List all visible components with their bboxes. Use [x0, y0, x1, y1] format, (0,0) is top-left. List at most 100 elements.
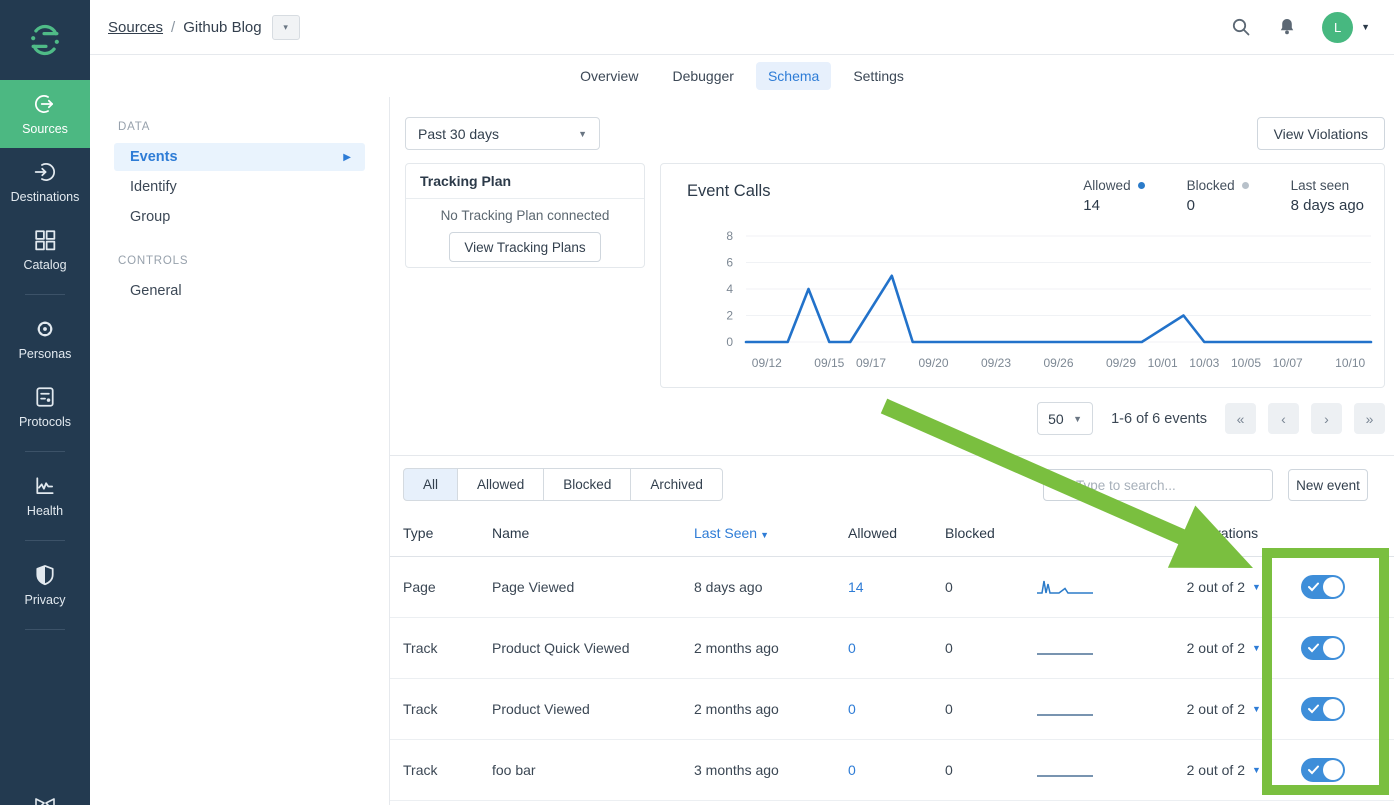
- table-row-page-viewed[interactable]: Page Page Viewed 8 days ago 14 0 2 out o…: [390, 556, 1394, 618]
- svg-text:0: 0: [726, 335, 733, 349]
- cell-integrations[interactable]: 2 out of 2: [1186, 700, 1245, 717]
- content-area: DATA Events ▶ Identify Group CONTROLS Ge…: [90, 97, 1394, 805]
- integrations-caret-icon[interactable]: ▼: [1252, 703, 1261, 714]
- tab-debugger[interactable]: Debugger: [672, 68, 734, 84]
- segment-logo[interactable]: [0, 0, 90, 80]
- filter-tab-all[interactable]: All: [403, 468, 459, 501]
- sidebar-item-protocols[interactable]: Protocols: [0, 373, 90, 441]
- cell-blocked: 0: [945, 639, 953, 656]
- legend-blocked: Blocked 0: [1187, 178, 1249, 214]
- column-integrations[interactable]: Integrations: [1185, 525, 1259, 541]
- new-event-button[interactable]: New event: [1288, 469, 1368, 501]
- filter-tab-allowed[interactable]: Allowed: [457, 468, 545, 501]
- destinations-icon: [34, 162, 55, 182]
- cell-name[interactable]: Product Viewed: [492, 700, 590, 717]
- svg-text:10/07: 10/07: [1273, 356, 1303, 370]
- page-size-select[interactable]: 50 ▼: [1037, 402, 1094, 435]
- subnav-item-events[interactable]: Events ▶: [114, 143, 365, 171]
- protocols-icon: [36, 387, 54, 407]
- prev-page-button[interactable]: ‹: [1268, 403, 1299, 434]
- cell-allowed-link[interactable]: 0: [848, 761, 856, 778]
- svg-text:09/20: 09/20: [918, 356, 948, 370]
- cell-name[interactable]: Product Quick Viewed: [492, 639, 630, 656]
- sidebar-item-personas[interactable]: Personas: [0, 305, 90, 373]
- column-name[interactable]: Name: [492, 525, 530, 541]
- segment-logo-icon: [31, 24, 59, 56]
- user-menu[interactable]: L ▼: [1322, 11, 1370, 43]
- sidebar: Sources Destinations Catalog: [0, 0, 90, 805]
- integrations-caret-icon[interactable]: ▼: [1252, 764, 1261, 775]
- partial-bottom-icon: [35, 798, 55, 805]
- event-toggle-switch[interactable]: [1301, 696, 1345, 721]
- sidebar-item-health[interactable]: Health: [0, 462, 90, 530]
- tab-overview[interactable]: Overview: [580, 68, 639, 84]
- sidebar-item-catalog[interactable]: Catalog: [0, 216, 90, 284]
- filter-tab-blocked[interactable]: Blocked: [543, 468, 632, 501]
- chevron-down-icon: ▼: [1073, 413, 1083, 424]
- filter-tab-archived[interactable]: Archived: [630, 468, 723, 501]
- event-toggle-switch[interactable]: [1301, 635, 1345, 660]
- sidebar-item-sources[interactable]: Sources: [0, 80, 90, 148]
- table-row-foo-bar[interactable]: Track foo bar 3 months ago 0 0 2 out of …: [390, 739, 1394, 801]
- section-divider: [390, 455, 1394, 456]
- cell-allowed-link[interactable]: 14: [848, 578, 864, 595]
- breadcrumb-sources-link[interactable]: Sources: [108, 18, 164, 36]
- page-size-value: 50: [1048, 410, 1064, 427]
- cell-integrations[interactable]: 2 out of 2: [1186, 639, 1245, 656]
- subnav-item-group[interactable]: Group: [130, 209, 171, 225]
- sources-icon: [35, 94, 54, 114]
- sidebar-item-privacy[interactable]: Privacy: [0, 551, 90, 619]
- tab-schema[interactable]: Schema: [755, 62, 832, 90]
- avatar[interactable]: L: [1322, 11, 1354, 43]
- search-input[interactable]: [1043, 469, 1273, 501]
- cell-last-seen: 8 days ago: [694, 578, 763, 595]
- svg-text:09/12: 09/12: [752, 356, 782, 370]
- integrations-caret-icon[interactable]: ▼: [1252, 581, 1261, 592]
- column-type[interactable]: Type: [403, 525, 434, 541]
- last-page-button[interactable]: »: [1354, 403, 1385, 434]
- event-toggle-switch[interactable]: [1301, 757, 1345, 782]
- sidebar-divider: [25, 540, 65, 541]
- cell-integrations[interactable]: 2 out of 2: [1186, 578, 1245, 595]
- sparkline: [1037, 580, 1093, 594]
- events-table-header: Type Name Last Seen ▼ Allowed Blocked Int…: [390, 517, 1394, 557]
- allowed-legend-dot: [1137, 182, 1145, 189]
- svg-text:09/17: 09/17: [856, 356, 886, 370]
- view-violations-button[interactable]: View Violations: [1256, 117, 1385, 150]
- cell-type: Track: [403, 700, 438, 717]
- personas-icon: [37, 321, 53, 337]
- integrations-caret-icon[interactable]: ▼: [1252, 642, 1261, 653]
- cell-integrations[interactable]: 2 out of 2: [1186, 761, 1245, 778]
- cell-allowed-link[interactable]: 0: [848, 639, 856, 656]
- sidebar-divider: [25, 451, 65, 452]
- notifications-bell-icon[interactable]: [1276, 16, 1298, 38]
- toggle-knob: [1323, 759, 1343, 780]
- cell-last-seen: 2 months ago: [694, 700, 779, 717]
- chevron-down-icon: ▼: [578, 128, 587, 139]
- sidebar-item-destinations[interactable]: Destinations: [0, 148, 90, 216]
- view-tracking-plans-button[interactable]: View Tracking Plans: [449, 232, 601, 262]
- next-page-button[interactable]: ›: [1311, 403, 1342, 434]
- search-icon[interactable]: [1230, 16, 1252, 38]
- subnav-heading-controls: CONTROLS: [118, 255, 189, 267]
- toggle-knob: [1323, 637, 1343, 658]
- cell-name[interactable]: Page Viewed: [492, 578, 575, 595]
- tab-settings[interactable]: Settings: [853, 68, 904, 84]
- table-row-product-viewed[interactable]: Track Product Viewed 2 months ago 0 0 2 …: [390, 678, 1394, 740]
- event-toggle-switch[interactable]: [1301, 574, 1345, 599]
- cell-blocked: 0: [945, 700, 953, 717]
- table-row-product-quick-viewed[interactable]: Track Product Quick Viewed 2 months ago …: [390, 617, 1394, 679]
- chart-legend: Allowed 14 Blocked 0 Last seen 8 days ag…: [1083, 178, 1364, 214]
- subnav-item-identify[interactable]: Identify: [130, 179, 177, 195]
- date-range-select[interactable]: Past 30 days ▼: [405, 117, 600, 150]
- svg-text:10/05: 10/05: [1231, 356, 1261, 370]
- breadcrumb-dropdown-button[interactable]: ▾: [271, 14, 300, 40]
- cell-allowed-link[interactable]: 0: [848, 700, 856, 717]
- column-allowed[interactable]: Allowed: [848, 525, 898, 541]
- first-page-button[interactable]: «: [1225, 403, 1256, 434]
- cell-name[interactable]: foo bar: [492, 761, 536, 778]
- column-blocked[interactable]: Blocked: [945, 525, 995, 541]
- subnav-item-general[interactable]: General: [130, 283, 182, 299]
- column-last-seen[interactable]: Last Seen ▼: [694, 525, 769, 541]
